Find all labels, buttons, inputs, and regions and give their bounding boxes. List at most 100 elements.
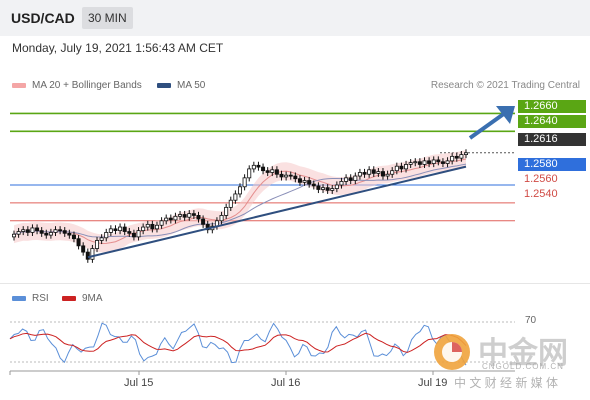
candle: [274, 169, 279, 175]
candle: [270, 169, 275, 173]
candle: [297, 178, 302, 183]
forecast-arrow: [468, 111, 507, 140]
price-chart: [10, 106, 515, 263]
candle: [404, 164, 409, 170]
research-credit: Research © 2021 Trading Central: [430, 80, 580, 91]
candle: [168, 217, 173, 221]
candle: [113, 228, 118, 232]
candle: [321, 187, 326, 190]
candle: [201, 218, 206, 225]
legend-9ma: 9MA: [62, 293, 103, 304]
candle: [385, 173, 390, 177]
ma50-line: [13, 163, 467, 238]
candle: [191, 213, 196, 216]
candle: [44, 232, 49, 236]
candle: [118, 226, 123, 232]
candle: [450, 155, 455, 162]
candle: [261, 166, 266, 172]
legend-9ma-label: 9MA: [82, 293, 103, 304]
symbol-title: USD/CAD: [11, 10, 75, 26]
candle: [454, 155, 459, 159]
watermark-tagline: 中 文 财 经 新 媒 体: [454, 376, 559, 390]
forecast-arrow-head: [496, 106, 515, 124]
candle: [325, 187, 330, 191]
legend-ma20: MA 20 + Bollinger Bands: [12, 80, 142, 91]
candle: [348, 177, 353, 181]
candle: [205, 223, 210, 231]
candle: [459, 154, 464, 159]
candle: [307, 180, 312, 185]
level-label-1: 1.2660: [518, 100, 586, 113]
candle: [76, 238, 81, 247]
candle: [279, 173, 284, 178]
legend-9ma-swatch: [62, 296, 76, 301]
candle: [316, 185, 321, 190]
candle: [463, 152, 468, 155]
candle: [399, 165, 404, 170]
candle: [67, 232, 72, 236]
candle: [436, 159, 441, 163]
candle: [445, 160, 450, 164]
candle: [178, 214, 183, 217]
trend-line: [87, 165, 467, 259]
candle: [164, 217, 169, 222]
candle: [81, 245, 86, 253]
candle: [16, 231, 21, 235]
candle: [99, 237, 104, 241]
x-label-jul19: Jul 19: [418, 377, 448, 389]
candle: [90, 248, 95, 260]
candle: [35, 227, 40, 232]
watermark-domain: CNGOLD.COM.CN: [482, 362, 564, 371]
candle: [187, 213, 192, 218]
candle: [219, 215, 224, 222]
candle: [367, 169, 372, 175]
candle: [11, 233, 16, 238]
candle: [380, 171, 385, 177]
legend-ma20-label: MA 20 + Bollinger Bands: [32, 80, 142, 91]
legend-ma50: MA 50: [157, 80, 205, 91]
bollinger-band: [14, 150, 466, 253]
chart-datetime: Monday, July 19, 2021 1:56:43 AM CET: [12, 41, 224, 55]
candle: [302, 180, 307, 183]
watermark-brand: 中金网: [478, 337, 568, 370]
candle: [284, 174, 289, 178]
candle: [58, 229, 63, 232]
candle: [390, 170, 395, 175]
x-label-jul16: Jul 16: [271, 377, 301, 389]
rsi-ma-line: [9, 332, 467, 353]
candle: [408, 162, 413, 165]
legend-ma50-label: MA 50: [177, 80, 206, 91]
candle: [224, 206, 229, 216]
candle: [95, 240, 100, 249]
candle: [353, 175, 358, 181]
candle: [413, 161, 418, 164]
legend-rsi: RSI: [12, 293, 49, 304]
candle: [122, 226, 127, 232]
legend-ma50-swatch: [157, 83, 171, 88]
candle: [85, 251, 90, 260]
candle: [427, 160, 432, 164]
candle: [145, 223, 150, 228]
candle: [440, 161, 445, 164]
candle: [288, 174, 293, 177]
candle: [242, 177, 247, 188]
level-label-5: 1.2540: [524, 188, 558, 200]
candle: [265, 170, 270, 173]
candle: [21, 229, 26, 232]
candle: [30, 227, 35, 233]
candle: [431, 159, 436, 164]
candle: [154, 224, 159, 230]
candle: [53, 229, 58, 233]
candle: [237, 186, 242, 195]
timeframe-button[interactable]: 30 MIN: [82, 7, 133, 29]
candle: [104, 232, 109, 239]
candle: [371, 169, 376, 174]
legend-rsi-label: RSI: [32, 293, 49, 304]
pane-separator: [0, 283, 590, 284]
candle: [131, 232, 136, 238]
candle: [247, 168, 252, 179]
level-label-2: 1.2640: [518, 115, 586, 128]
level-label-3: 1.2580: [518, 158, 586, 171]
candle: [39, 230, 44, 234]
